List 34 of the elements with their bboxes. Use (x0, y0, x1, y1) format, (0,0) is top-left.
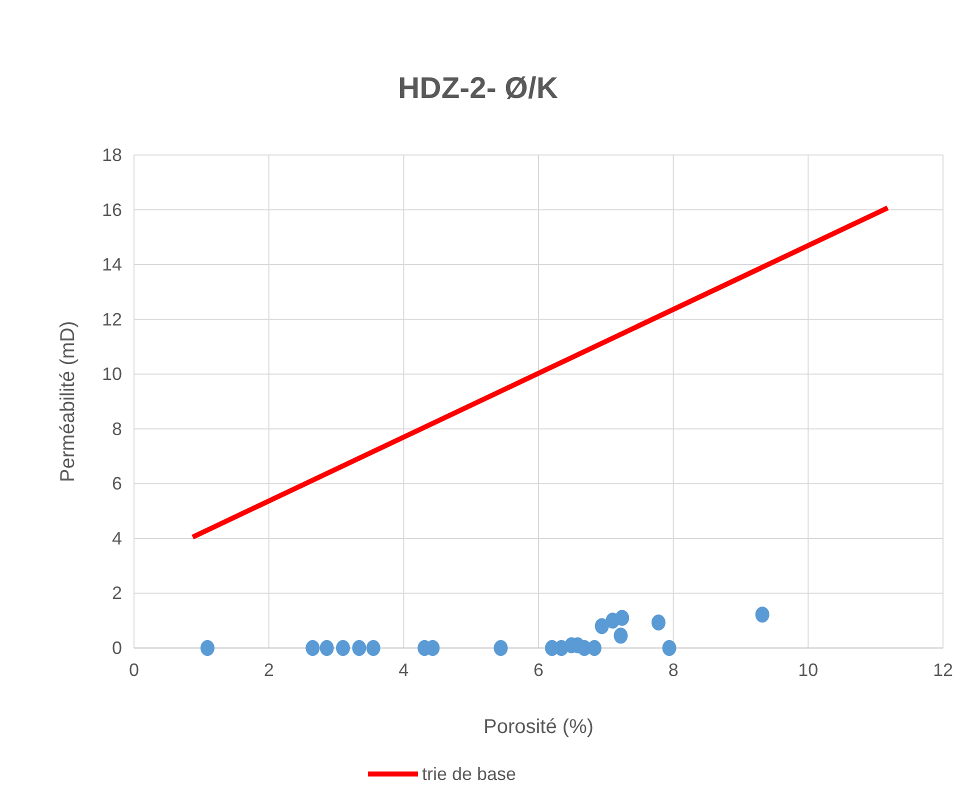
point (352, 640, 366, 656)
y-tick-label: 0 (112, 638, 122, 658)
point (614, 628, 628, 644)
point (200, 640, 214, 656)
y-tick-label: 8 (112, 418, 122, 439)
x-tick-label: 4 (398, 660, 409, 680)
point (615, 610, 630, 626)
point (652, 614, 666, 631)
point (366, 640, 380, 656)
y-tick-label: 4 (112, 528, 122, 548)
legend-label: trie de base (422, 764, 516, 784)
y-tick-label: 2 (112, 583, 122, 604)
point (320, 640, 334, 656)
y-tick-label: 16 (102, 200, 122, 220)
x-tick-label: 10 (798, 660, 818, 680)
point (755, 606, 770, 623)
point (494, 640, 508, 656)
y-tick-label: 12 (102, 309, 122, 330)
x-tick-label: 12 (932, 660, 954, 680)
x-axis-title: Porosité (%) (483, 716, 594, 738)
y-tick-label: 10 (102, 364, 122, 384)
x-tick-label: 0 (128, 660, 140, 680)
x-tick-label: 2 (264, 660, 274, 680)
y-tick-label: 6 (112, 474, 122, 494)
x-tick-label: 8 (668, 660, 678, 680)
chart-title: HDZ-2- Ø/K (398, 72, 558, 105)
y-tick-label: 14 (102, 254, 122, 275)
point (336, 640, 350, 656)
point (594, 618, 609, 634)
y-axis-title: Perméabilité (mD) (57, 320, 79, 482)
x-tick-label: 6 (533, 660, 544, 680)
point (662, 640, 676, 656)
point (306, 640, 320, 656)
y-tick-label: 18 (102, 145, 122, 165)
